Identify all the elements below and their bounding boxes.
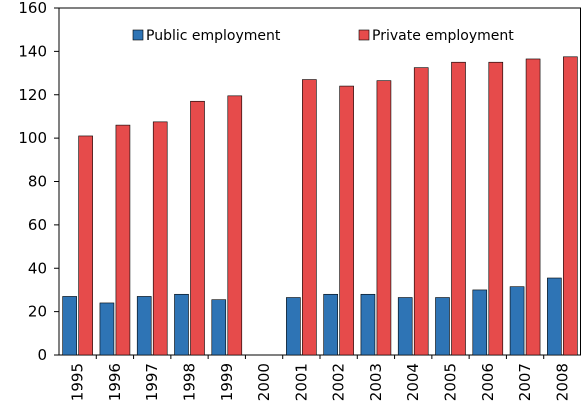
bar-public-1999 bbox=[211, 299, 227, 356]
bar-private-2006 bbox=[488, 61, 504, 356]
x-tick-label: 2004 bbox=[404, 363, 422, 401]
x-tick-label: 2007 bbox=[516, 363, 534, 401]
bar-public-1996 bbox=[99, 302, 115, 356]
x-tick-label: 2000 bbox=[255, 363, 273, 401]
legend: Public employment Private employment bbox=[132, 28, 514, 44]
bar-private-1998 bbox=[190, 100, 205, 356]
x-tick-label: 1998 bbox=[181, 363, 199, 401]
bar-private-2005 bbox=[451, 61, 466, 356]
bar-public-2005 bbox=[435, 297, 450, 356]
legend-label-public: Public employment bbox=[146, 28, 281, 44]
bar-public-1995 bbox=[62, 296, 77, 356]
y-tick-label: 60 bbox=[28, 216, 47, 234]
y-axis: 0 20 40 60 80 100 120 140 160 bbox=[18, 0, 581, 364]
y-tick-label: 80 bbox=[28, 173, 47, 191]
legend-label-private: Private employment bbox=[372, 28, 514, 44]
y-tick-label: 120 bbox=[18, 86, 47, 104]
bar-private-2008 bbox=[563, 56, 578, 356]
y-tick-label: 20 bbox=[28, 303, 47, 321]
x-tick-label: 1996 bbox=[106, 363, 124, 401]
y-tick-label: 140 bbox=[18, 42, 47, 60]
bar-private-2003 bbox=[376, 80, 392, 356]
bar-private-1997 bbox=[152, 121, 168, 356]
bar-public-2004 bbox=[397, 297, 413, 356]
legend-swatch-public bbox=[132, 29, 144, 41]
bar-private-2004 bbox=[413, 67, 429, 356]
x-tick-label: 2002 bbox=[330, 363, 348, 401]
bar-private-1999 bbox=[227, 95, 243, 356]
bar-public-2008 bbox=[547, 277, 562, 356]
x-tick-label: 2005 bbox=[442, 363, 460, 401]
bar-public-2001 bbox=[286, 297, 301, 356]
bar-private-2001 bbox=[302, 79, 317, 356]
bar-private-1996 bbox=[115, 124, 131, 356]
x-tick-label: 2006 bbox=[479, 363, 497, 401]
x-tick-label: 2003 bbox=[367, 363, 385, 401]
bar-private-2007 bbox=[525, 58, 541, 356]
x-tick-label: 2008 bbox=[553, 363, 571, 401]
bar-private-2002 bbox=[339, 85, 354, 356]
x-axis: 1995 1996 1997 1998 1999 2000 2001 2002 2003 2004… bbox=[59, 354, 581, 401]
bar-public-1998 bbox=[174, 293, 189, 356]
y-tick-label: 100 bbox=[18, 129, 47, 147]
x-tick-label: 1995 bbox=[69, 363, 87, 401]
bar-public-2007 bbox=[509, 286, 525, 356]
bar-public-2006 bbox=[472, 289, 488, 356]
legend-swatch-private bbox=[358, 29, 370, 41]
x-tick-label: 1997 bbox=[143, 363, 161, 401]
bar-public-2002 bbox=[323, 293, 338, 356]
x-tick-label: 2001 bbox=[292, 363, 310, 401]
y-tick-label: 40 bbox=[28, 259, 47, 277]
bar-public-1997 bbox=[136, 296, 152, 356]
y-tick-label: 160 bbox=[18, 0, 47, 17]
bar-private-1995 bbox=[78, 135, 93, 356]
y-tick-label: 0 bbox=[37, 346, 47, 364]
x-tick-label: 1999 bbox=[218, 363, 236, 401]
bars bbox=[62, 56, 578, 356]
bar-public-2003 bbox=[360, 293, 376, 356]
